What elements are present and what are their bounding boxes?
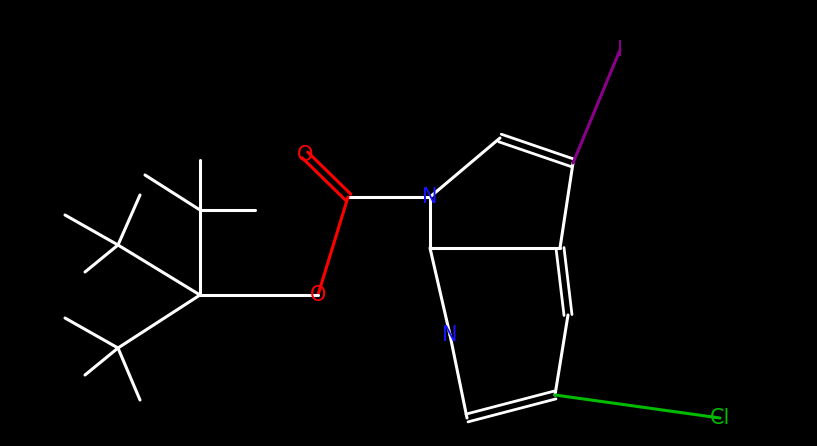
Text: I: I (617, 40, 623, 60)
Text: N: N (422, 187, 438, 207)
Text: Cl: Cl (710, 408, 730, 428)
Text: O: O (310, 285, 326, 305)
Text: N: N (442, 325, 458, 345)
Text: O: O (297, 145, 313, 165)
